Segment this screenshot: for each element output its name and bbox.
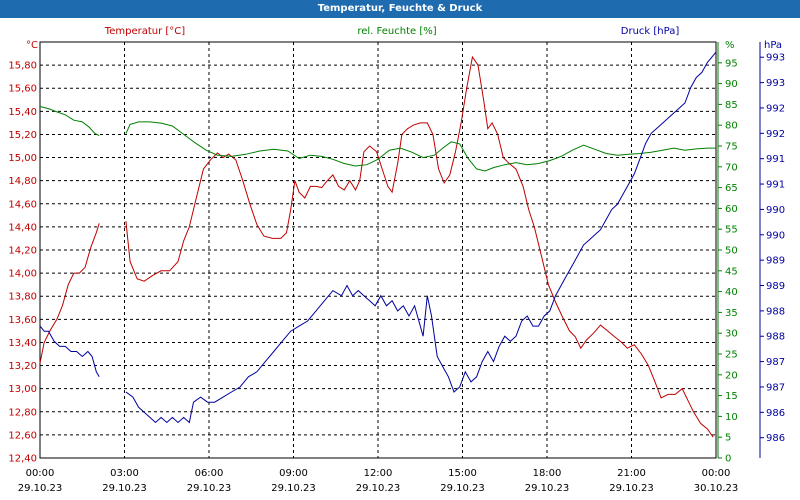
pressure-tick-label: 990 bbox=[766, 230, 785, 241]
temperature-line bbox=[125, 55, 714, 438]
pressure-axis: 986 986 987 987 988 988 989 989 990 990 991 991 992 9… bbox=[759, 42, 785, 458]
pressure-tick-label: 987 bbox=[766, 357, 785, 368]
pressure-tick-label: 987 bbox=[766, 382, 785, 393]
humidity-tick-label: 75 bbox=[725, 142, 738, 153]
humidity-tick-label: 95 bbox=[725, 58, 738, 69]
grid-lines bbox=[40, 42, 716, 459]
humidity-tick-label: 0 bbox=[725, 454, 731, 465]
humidity-tick-label: 30 bbox=[725, 329, 738, 340]
humidity-tick-label: 65 bbox=[725, 183, 738, 194]
x-tick-time: 09:00 bbox=[279, 468, 308, 479]
humidity-tick-label: 25 bbox=[725, 350, 738, 361]
humidity-tick-label: 80 bbox=[725, 121, 738, 132]
pressure-tick-label: 988 bbox=[766, 306, 785, 317]
humidity-line bbox=[39, 106, 100, 137]
humidity-tick-label: 35 bbox=[725, 308, 738, 319]
x-tick-date: 29.10.23 bbox=[609, 483, 654, 494]
plot-frame bbox=[39, 41, 717, 459]
pressure-tick-label: 992 bbox=[766, 129, 785, 140]
time-axis: 00:00 29.10.23 03:00 29.10.23 06:00 29.10.23 0… bbox=[18, 468, 739, 494]
temperature-unit: °C bbox=[26, 40, 38, 51]
temperature-tick-label: 14,40 bbox=[8, 222, 37, 233]
humidity-unit: % bbox=[725, 40, 735, 51]
x-tick-date: 29.10.23 bbox=[356, 483, 401, 494]
x-tick-time: 12:00 bbox=[364, 468, 393, 479]
pressure-axis-label: Druck [hPa] bbox=[621, 26, 680, 37]
humidity-axis: 0 5 10 15 20 25 30 35 40 45 50 55 60 65 70 75 80 85 90 95 bbox=[717, 42, 738, 465]
humidity-tick-label: 50 bbox=[725, 246, 738, 257]
humidity-tick-label: 40 bbox=[725, 287, 738, 298]
window-title: Temperatur, Feuchte & Druck bbox=[0, 0, 800, 18]
pressure-tick-label: 991 bbox=[766, 180, 785, 191]
pressure-tick-label: 988 bbox=[766, 332, 785, 343]
temperature-tick-label: 13,80 bbox=[8, 292, 37, 303]
temperature-tick-label: 14,60 bbox=[8, 199, 37, 210]
temperature-tick-label: 13,00 bbox=[8, 384, 37, 395]
x-tick-time: 18:00 bbox=[533, 468, 562, 479]
x-tick-time: 03:00 bbox=[110, 468, 139, 479]
humidity-axis-label: rel. Feuchte [%] bbox=[357, 26, 436, 37]
x-tick-time: 15:00 bbox=[448, 468, 477, 479]
temperature-tick-label: 15,40 bbox=[8, 107, 37, 118]
x-tick-date: 29.10.23 bbox=[18, 483, 63, 494]
x-tick-date: 29.10.23 bbox=[102, 483, 147, 494]
pressure-tick-label: 989 bbox=[766, 281, 785, 292]
humidity-tick-label: 15 bbox=[725, 391, 738, 402]
temperature-tick-label: 12,80 bbox=[8, 407, 37, 418]
pressure-tick-label: 993 bbox=[766, 53, 785, 64]
x-tick-date: 29.10.23 bbox=[271, 483, 316, 494]
x-tick-date: 29.10.23 bbox=[187, 483, 232, 494]
x-tick-date: 29.10.23 bbox=[525, 483, 570, 494]
series-lines bbox=[39, 51, 717, 438]
temperature-tick-label: 15,80 bbox=[8, 61, 37, 72]
temperature-tick-label: 14,00 bbox=[8, 269, 37, 280]
temperature-tick-label: 15,20 bbox=[8, 130, 37, 141]
humidity-tick-label: 55 bbox=[725, 225, 738, 236]
humidity-tick-label: 10 bbox=[725, 412, 738, 423]
temperature-tick-label: 13,20 bbox=[8, 361, 37, 372]
temperature-tick-label: 13,40 bbox=[8, 338, 37, 349]
temperature-tick-label: 14,80 bbox=[8, 176, 37, 187]
temperature-tick-label: 15,60 bbox=[8, 84, 37, 95]
pressure-tick-label: 989 bbox=[766, 256, 785, 267]
pressure-tick-label: 986 bbox=[766, 408, 785, 419]
x-tick-date: 30.10.23 bbox=[694, 483, 739, 494]
humidity-line bbox=[125, 121, 716, 172]
pressure-line bbox=[125, 51, 717, 424]
humidity-tick-label: 90 bbox=[725, 79, 738, 90]
pressure-line bbox=[39, 325, 100, 378]
x-tick-time: 00:00 bbox=[26, 468, 55, 479]
x-tick-time: 00:00 bbox=[702, 468, 731, 479]
humidity-tick-label: 85 bbox=[725, 100, 738, 111]
pressure-tick-label: 992 bbox=[766, 103, 785, 114]
humidity-tick-label: 5 bbox=[725, 433, 731, 444]
x-tick-time: 21:00 bbox=[617, 468, 646, 479]
x-tick-date: 29.10.23 bbox=[440, 483, 485, 494]
pressure-tick-label: 993 bbox=[766, 78, 785, 89]
humidity-tick-label: 20 bbox=[725, 370, 738, 381]
pressure-tick-label: 990 bbox=[766, 205, 785, 216]
pressure-tick-label: 986 bbox=[766, 433, 785, 444]
x-tick-time: 06:00 bbox=[195, 468, 224, 479]
pressure-unit: hPa bbox=[764, 40, 782, 51]
humidity-tick-label: 60 bbox=[725, 204, 738, 215]
humidity-tick-label: 70 bbox=[725, 162, 738, 173]
temperature-axis-label: Temperatur [°C] bbox=[104, 26, 185, 37]
pressure-tick-label: 991 bbox=[766, 154, 785, 165]
temperature-tick-label: 14,20 bbox=[8, 246, 37, 257]
temperature-tick-label: 15,00 bbox=[8, 153, 37, 164]
temperature-tick-label: 12,40 bbox=[8, 454, 37, 465]
temperature-tick-label: 13,60 bbox=[8, 315, 37, 326]
temperature-tick-label: 12,60 bbox=[8, 430, 37, 441]
humidity-tick-label: 45 bbox=[725, 266, 738, 277]
temperature-axis: 12,40 12,60 12,80 13,00 13,20 13,40 13,60 13,80… bbox=[8, 61, 37, 465]
